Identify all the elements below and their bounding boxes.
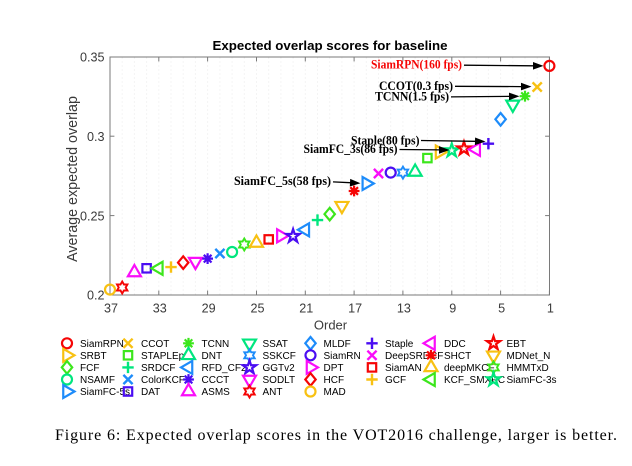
svg-text:NSAMF: NSAMF xyxy=(80,375,115,386)
svg-text:DDC: DDC xyxy=(444,339,466,350)
svg-text:SiamFC_3s(86 fps): SiamFC_3s(86 fps) xyxy=(304,142,398,156)
svg-text:Staple: Staple xyxy=(385,339,414,350)
svg-text:SSKCF: SSKCF xyxy=(263,351,296,362)
svg-text:HMMTxD: HMMTxD xyxy=(507,363,549,374)
svg-text:33: 33 xyxy=(153,302,167,316)
svg-text:HCF: HCF xyxy=(324,375,345,386)
svg-text:SiamFC-3s: SiamFC-3s xyxy=(507,375,557,386)
svg-text:SiamAN: SiamAN xyxy=(385,363,422,374)
svg-text:ASMS: ASMS xyxy=(202,387,231,398)
svg-text:17: 17 xyxy=(348,302,362,316)
svg-text:RFD_CF2: RFD_CF2 xyxy=(202,363,247,374)
svg-text:ColorKCF: ColorKCF xyxy=(141,375,185,386)
svg-text:TCNN(1.5 fps): TCNN(1.5 fps) xyxy=(375,90,449,104)
svg-text:0.25: 0.25 xyxy=(80,209,105,223)
svg-text:DNT: DNT xyxy=(202,351,223,362)
svg-text:SiamFC-5s: SiamFC-5s xyxy=(80,387,130,398)
svg-text:MDNet_N: MDNet_N xyxy=(507,351,551,362)
svg-text:DPT: DPT xyxy=(324,363,344,374)
svg-text:29: 29 xyxy=(202,302,216,316)
svg-text:FCF: FCF xyxy=(80,363,99,374)
svg-text:MAD: MAD xyxy=(324,387,346,398)
svg-text:TCNN: TCNN xyxy=(202,339,230,350)
svg-text:deepMKCF: deepMKCF xyxy=(444,363,495,374)
svg-text:MLDF: MLDF xyxy=(324,339,351,350)
svg-text:13: 13 xyxy=(397,302,411,316)
svg-text:SRDCF: SRDCF xyxy=(141,363,175,374)
svg-text:SRBT: SRBT xyxy=(80,351,107,362)
svg-text:CCOT: CCOT xyxy=(141,339,169,350)
svg-text:25: 25 xyxy=(250,302,264,316)
svg-text:SODLT: SODLT xyxy=(263,375,296,386)
svg-text:CCCT: CCCT xyxy=(202,375,230,386)
svg-text:9: 9 xyxy=(449,302,456,316)
svg-text:SHCT: SHCT xyxy=(444,351,471,362)
svg-text:SiamRPN: SiamRPN xyxy=(80,339,124,350)
svg-text:SiamRN: SiamRN xyxy=(324,351,361,362)
svg-text:SiamFC_5s(58 fps): SiamFC_5s(58 fps) xyxy=(234,174,331,188)
svg-text:1: 1 xyxy=(547,302,554,316)
svg-text:GCF: GCF xyxy=(385,375,406,386)
svg-text:0.3: 0.3 xyxy=(87,130,105,144)
svg-text:0.2: 0.2 xyxy=(87,289,105,303)
svg-text:Expected overlap scores for ba: Expected overlap scores for baseline xyxy=(212,38,447,53)
svg-text:5: 5 xyxy=(498,302,505,316)
svg-text:STAPLEp: STAPLEp xyxy=(141,351,185,362)
svg-text:DAT: DAT xyxy=(141,387,160,398)
svg-text:0.35: 0.35 xyxy=(80,51,105,65)
svg-text:EBT: EBT xyxy=(507,339,526,350)
svg-text:21: 21 xyxy=(299,302,313,316)
svg-text:ANT: ANT xyxy=(263,387,283,398)
svg-text:SiamRPN(160 fps): SiamRPN(160 fps) xyxy=(371,57,462,71)
svg-text:SSAT: SSAT xyxy=(263,339,288,350)
svg-text:Figure 6: Expected overlap sco: Figure 6: Expected overlap scores in the… xyxy=(55,427,617,444)
svg-text:GGTv2: GGTv2 xyxy=(263,363,296,374)
svg-text:37: 37 xyxy=(104,302,118,316)
svg-text:Average expected overlap: Average expected overlap xyxy=(65,96,81,262)
svg-text:Order: Order xyxy=(314,318,348,333)
